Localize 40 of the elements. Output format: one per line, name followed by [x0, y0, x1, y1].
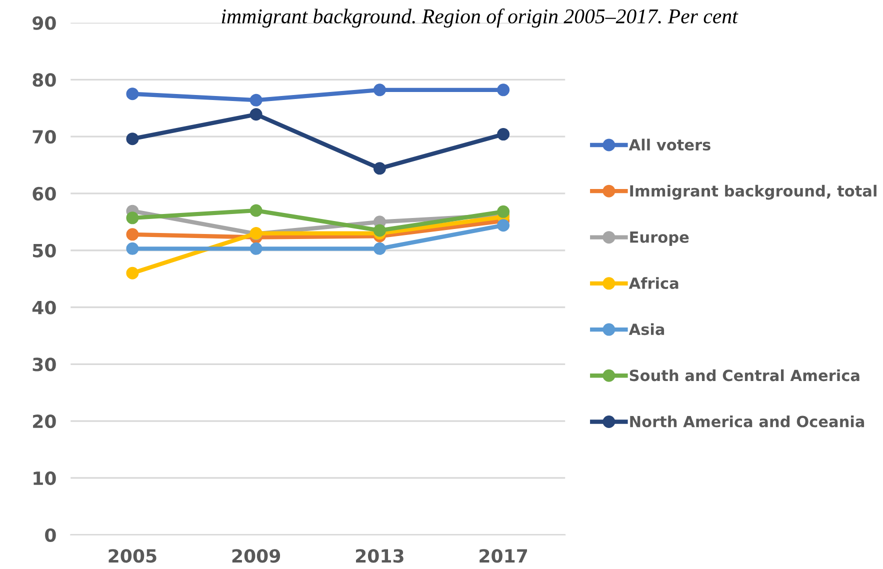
- x-tick-label: 2009: [232, 549, 280, 563]
- point: [126, 266, 139, 280]
- point: [373, 162, 386, 175]
- point: [497, 219, 510, 232]
- point: [373, 84, 386, 96]
- point: [126, 228, 139, 241]
- point: [126, 132, 139, 146]
- y-tick-label: 80: [32, 73, 56, 87]
- legend-label: Asia: [628, 323, 664, 336]
- y-tick-label: 10: [34, 471, 56, 486]
- y-tick-label: 90: [32, 16, 56, 30]
- point: [497, 205, 510, 218]
- point: [126, 212, 139, 224]
- point: [250, 108, 262, 121]
- y-tick-label: 40: [32, 300, 56, 314]
- legend-label: All voters: [628, 138, 710, 151]
- point: [497, 128, 510, 141]
- legend-label: Europe: [630, 232, 689, 246]
- chart-title: immigrant background. Region of origin 2005–2017. Per cent: [222, 8, 738, 28]
- point: [126, 242, 139, 255]
- x-tick-label: 2005: [108, 549, 156, 563]
- point: [250, 94, 262, 106]
- point: [250, 204, 262, 217]
- point: [126, 88, 139, 100]
- legend-label: South and Central America: [630, 369, 860, 382]
- x-tick-label: 2013: [356, 549, 404, 563]
- point: [250, 242, 262, 255]
- y-tick-label: 30: [32, 358, 56, 372]
- x-tick-label: 2017: [480, 549, 527, 563]
- point: [373, 242, 386, 255]
- y-tick-label: 20: [33, 414, 56, 428]
- point: [373, 224, 386, 237]
- legend-label: North America and Oceania: [630, 415, 864, 428]
- y-tick-label: 0: [45, 528, 56, 542]
- y-tick-label: 50: [33, 244, 56, 258]
- legend-label: Immigrant background, total: [630, 184, 876, 200]
- y-tick-label: 70: [32, 130, 56, 144]
- point: [497, 84, 510, 96]
- legend-label: Africa: [628, 277, 678, 289]
- y-tick-label: 60: [32, 186, 56, 201]
